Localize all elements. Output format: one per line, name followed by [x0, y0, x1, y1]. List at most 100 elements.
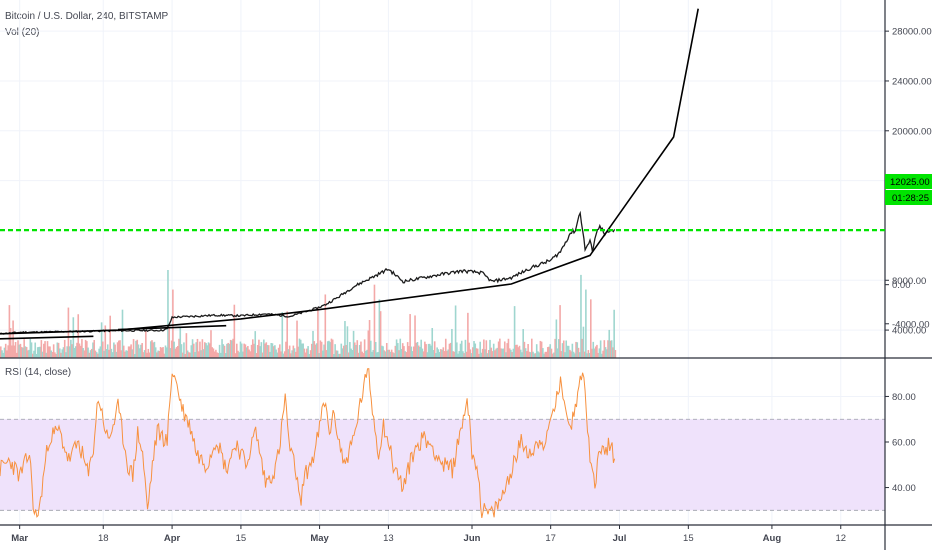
volume-bar: [40, 340, 43, 358]
volume-bar: [196, 338, 199, 358]
volume-bar: [33, 350, 35, 358]
price-tag-value: 12025.00: [890, 177, 930, 188]
volume-bar: [224, 353, 227, 358]
volume-bar: [180, 344, 183, 358]
volume-bar: [307, 346, 309, 358]
volume-bar: [475, 348, 478, 358]
volume-bar: [147, 348, 150, 358]
volume-bar: [545, 351, 548, 358]
volume-bar: [334, 344, 336, 358]
volume-bar: [261, 352, 264, 358]
volume-bar: [103, 350, 105, 358]
volume-bar: [281, 312, 284, 358]
volume-bar: [141, 343, 143, 358]
volume-bar: [358, 344, 361, 358]
volume-bar: [312, 330, 314, 358]
volume-bar: [324, 294, 327, 358]
volume-bar: [374, 341, 377, 358]
volume-bar: [306, 348, 308, 358]
volume-bar: [387, 349, 389, 358]
volume-bar: [427, 343, 430, 358]
volume-bar: [186, 350, 189, 358]
volume-bar: [556, 348, 559, 358]
volume-bar: [401, 343, 404, 358]
volume-bar: [41, 351, 44, 358]
volume-bar: [457, 353, 459, 358]
volume-bar: [479, 341, 481, 358]
volume-bar: [28, 349, 30, 358]
time-axis-tick-label: Jun: [464, 533, 481, 544]
volume-bar: [346, 326, 349, 358]
time-axis-tick-label: 12: [835, 533, 846, 544]
volume-bar: [448, 343, 451, 358]
volume-bar: [11, 345, 13, 358]
volume-bar: [463, 353, 465, 358]
time-axis-tick-label: 15: [683, 533, 694, 544]
volume-bar: [472, 347, 474, 358]
volume-bar: [314, 344, 317, 358]
volume-bar: [329, 342, 332, 358]
volume-bar: [564, 352, 566, 358]
volume-bar: [539, 340, 542, 358]
volume-bar: [354, 342, 356, 358]
chart-title: Bitcoin / U.S. Dollar, 240, BITSTAMP: [5, 11, 169, 22]
volume-bar: [106, 344, 109, 358]
volume-bar: [208, 343, 211, 358]
volume-bar: [263, 339, 265, 358]
volume-bar: [282, 353, 285, 358]
volume-bar: [422, 351, 425, 358]
volume-bar: [137, 344, 140, 358]
volume-bar: [243, 343, 245, 358]
volume-bar: [389, 351, 392, 358]
volume-bar: [408, 346, 410, 358]
volume-bar: [548, 346, 550, 358]
price-tag-bg: [885, 174, 932, 189]
volume-bar: [204, 342, 206, 358]
volume-bar: [483, 339, 485, 358]
volume-bar: [109, 315, 111, 358]
volume-bar: [451, 328, 453, 358]
volume-bar: [378, 299, 381, 358]
volume-bar: [500, 348, 502, 358]
volume-bar: [286, 311, 288, 358]
volume-bar: [397, 343, 399, 358]
volume-bar: [202, 349, 205, 358]
volume-bar: [122, 345, 125, 358]
volume-bar: [481, 348, 484, 358]
volume-bar: [104, 325, 107, 358]
volume-bar: [440, 349, 442, 358]
trendline: [117, 324, 227, 331]
volume-bar: [304, 352, 307, 358]
volume-bar: [406, 342, 409, 358]
volume-bar: [587, 350, 590, 358]
volume-bar: [486, 353, 489, 358]
volume-bar: [35, 353, 38, 358]
volume-bar: [192, 343, 195, 358]
volume-bar: [480, 352, 483, 358]
volume-bar: [255, 353, 258, 358]
volume-bar: [452, 351, 454, 358]
volume-bar: [44, 341, 46, 358]
volume-bar: [100, 322, 103, 358]
volume-bar: [97, 353, 99, 358]
volume-bar: [250, 344, 253, 358]
trendlines: [0, 8, 699, 340]
volume-bar: [309, 350, 312, 358]
time-axis[interactable]: Mar 18 Apr 15 May 13 Jun 17 Jul 15 Aug 12: [11, 525, 846, 544]
volume-bar: [126, 350, 129, 358]
volume-bar: [299, 339, 302, 358]
volume-bar: [254, 331, 257, 358]
volume-bar: [499, 338, 501, 358]
volume-bar: [50, 350, 52, 358]
volume-bar: [36, 347, 39, 358]
volume-bar: [189, 352, 191, 358]
volume-bar: [540, 341, 543, 358]
volume-bar: [372, 349, 375, 358]
volume-bar: [269, 351, 271, 358]
volume-bar: [236, 343, 238, 358]
volume-bar: [231, 340, 233, 358]
volume-axis-tick-label: -4000.00: [892, 319, 930, 330]
volume-bar: [553, 352, 555, 358]
